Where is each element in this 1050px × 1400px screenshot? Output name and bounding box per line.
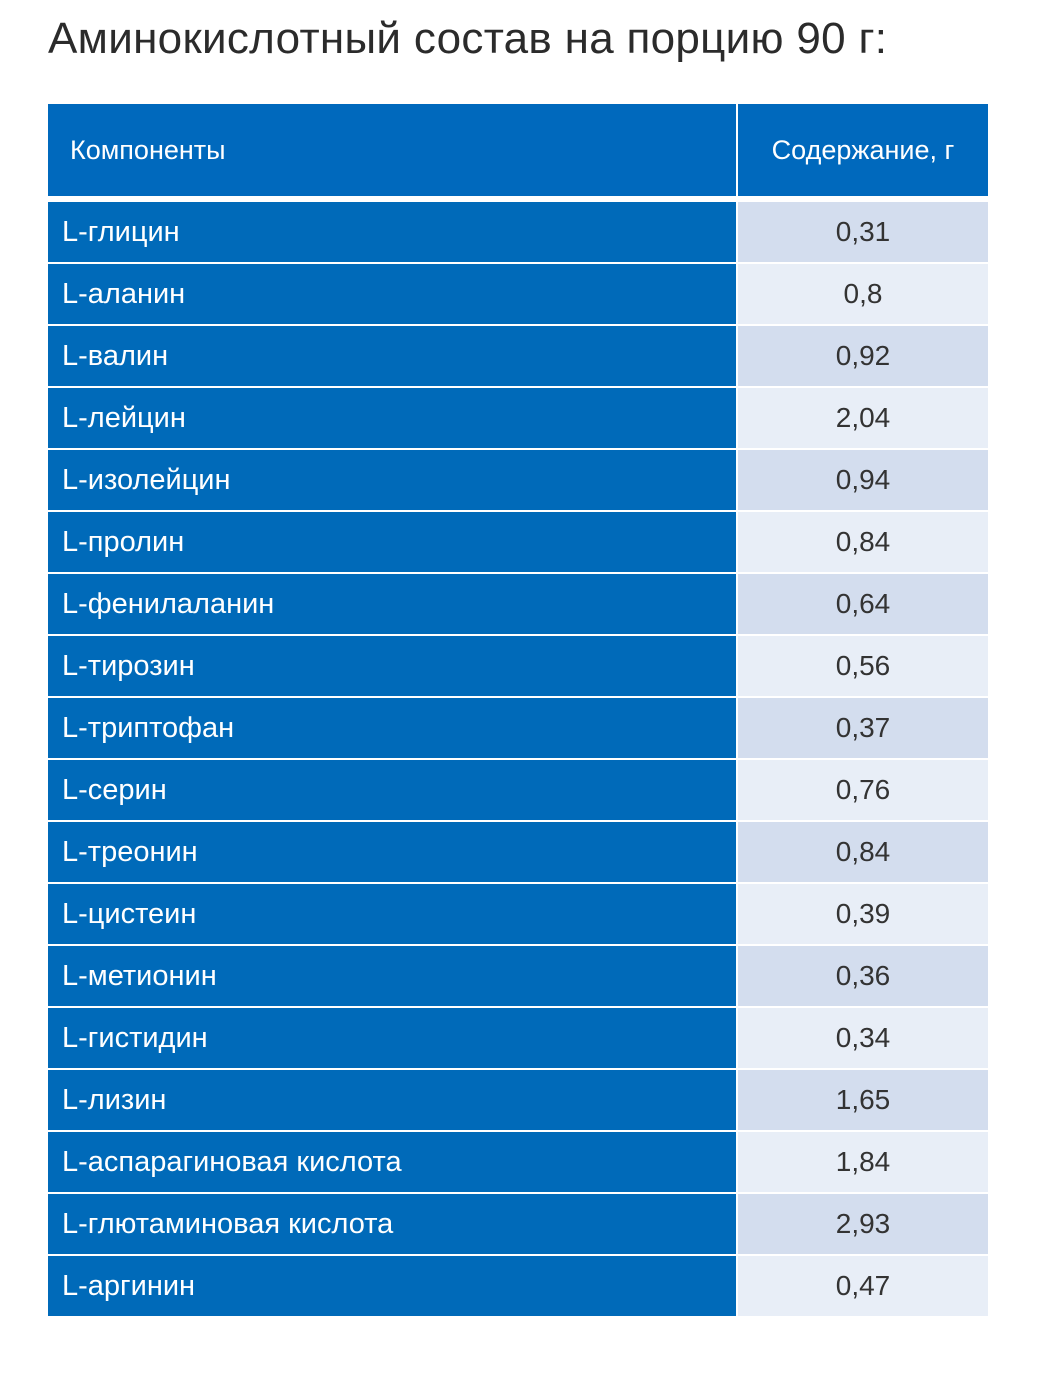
component-value: 2,04 xyxy=(738,388,988,448)
table-row: L-триптофан 0,37 xyxy=(48,698,988,758)
table-header-row: Компоненты Содержание, г xyxy=(48,104,988,196)
table-row: L-цистеин 0,39 xyxy=(48,884,988,944)
component-name: L-аланин xyxy=(48,264,736,324)
component-name: L-метионин xyxy=(48,946,736,1006)
component-value: 0,8 xyxy=(738,264,988,324)
component-value: 0,84 xyxy=(738,512,988,572)
amino-acid-table: Компоненты Содержание, г L-глицин 0,31 L-… xyxy=(48,104,988,1316)
component-value: 0,34 xyxy=(738,1008,988,1068)
component-name: L-тирозин xyxy=(48,636,736,696)
table-row: L-валин 0,92 xyxy=(48,326,988,386)
header-content: Содержание, г xyxy=(738,104,988,196)
table-row: L-изолейцин 0,94 xyxy=(48,450,988,510)
table-row: L-глицин 0,31 xyxy=(48,202,988,262)
table-row: L-аланин 0,8 xyxy=(48,264,988,324)
component-name: L-пролин xyxy=(48,512,736,572)
table-row: L-аспарагиновая кислота 1,84 xyxy=(48,1132,988,1192)
table-row: L-лизин 1,65 xyxy=(48,1070,988,1130)
table-body: L-глицин 0,31 L-аланин 0,8 L-валин 0,92 L-л… xyxy=(48,202,988,1316)
component-name: L-фенилаланин xyxy=(48,574,736,634)
table-row: L-фенилаланин 0,64 xyxy=(48,574,988,634)
component-value: 1,84 xyxy=(738,1132,988,1192)
component-value: 0,31 xyxy=(738,202,988,262)
component-value: 0,84 xyxy=(738,822,988,882)
component-name: L-треонин xyxy=(48,822,736,882)
component-value: 0,47 xyxy=(738,1256,988,1316)
component-name: L-аспарагиновая кислота xyxy=(48,1132,736,1192)
component-value: 0,36 xyxy=(738,946,988,1006)
table-row: L-аргинин 0,47 xyxy=(48,1256,988,1316)
table-row: L-метионин 0,36 xyxy=(48,946,988,1006)
component-name: L-серин xyxy=(48,760,736,820)
table-row: L-лейцин 2,04 xyxy=(48,388,988,448)
component-name: L-лейцин xyxy=(48,388,736,448)
component-name: L-аргинин xyxy=(48,1256,736,1316)
component-value: 0,94 xyxy=(738,450,988,510)
component-name: L-гистидин xyxy=(48,1008,736,1068)
table-row: L-серин 0,76 xyxy=(48,760,988,820)
component-value: 0,92 xyxy=(738,326,988,386)
component-value: 0,39 xyxy=(738,884,988,944)
component-value: 0,37 xyxy=(738,698,988,758)
component-value: 1,65 xyxy=(738,1070,988,1130)
component-name: L-изолейцин xyxy=(48,450,736,510)
component-value: 2,93 xyxy=(738,1194,988,1254)
table-row: L-гистидин 0,34 xyxy=(48,1008,988,1068)
header-components: Компоненты xyxy=(48,104,736,196)
table-row: L-глютаминовая кислота 2,93 xyxy=(48,1194,988,1254)
component-value: 0,76 xyxy=(738,760,988,820)
component-value: 0,64 xyxy=(738,574,988,634)
component-name: L-триптофан xyxy=(48,698,736,758)
table-row: L-треонин 0,84 xyxy=(48,822,988,882)
table-row: L-пролин 0,84 xyxy=(48,512,988,572)
component-name: L-глютаминовая кислота xyxy=(48,1194,736,1254)
table-row: L-тирозин 0,56 xyxy=(48,636,988,696)
component-name: L-валин xyxy=(48,326,736,386)
component-name: L-цистеин xyxy=(48,884,736,944)
page-title: Аминокислотный состав на порцию 90 г: xyxy=(48,14,888,63)
component-name: L-лизин xyxy=(48,1070,736,1130)
component-name: L-глицин xyxy=(48,202,736,262)
component-value: 0,56 xyxy=(738,636,988,696)
